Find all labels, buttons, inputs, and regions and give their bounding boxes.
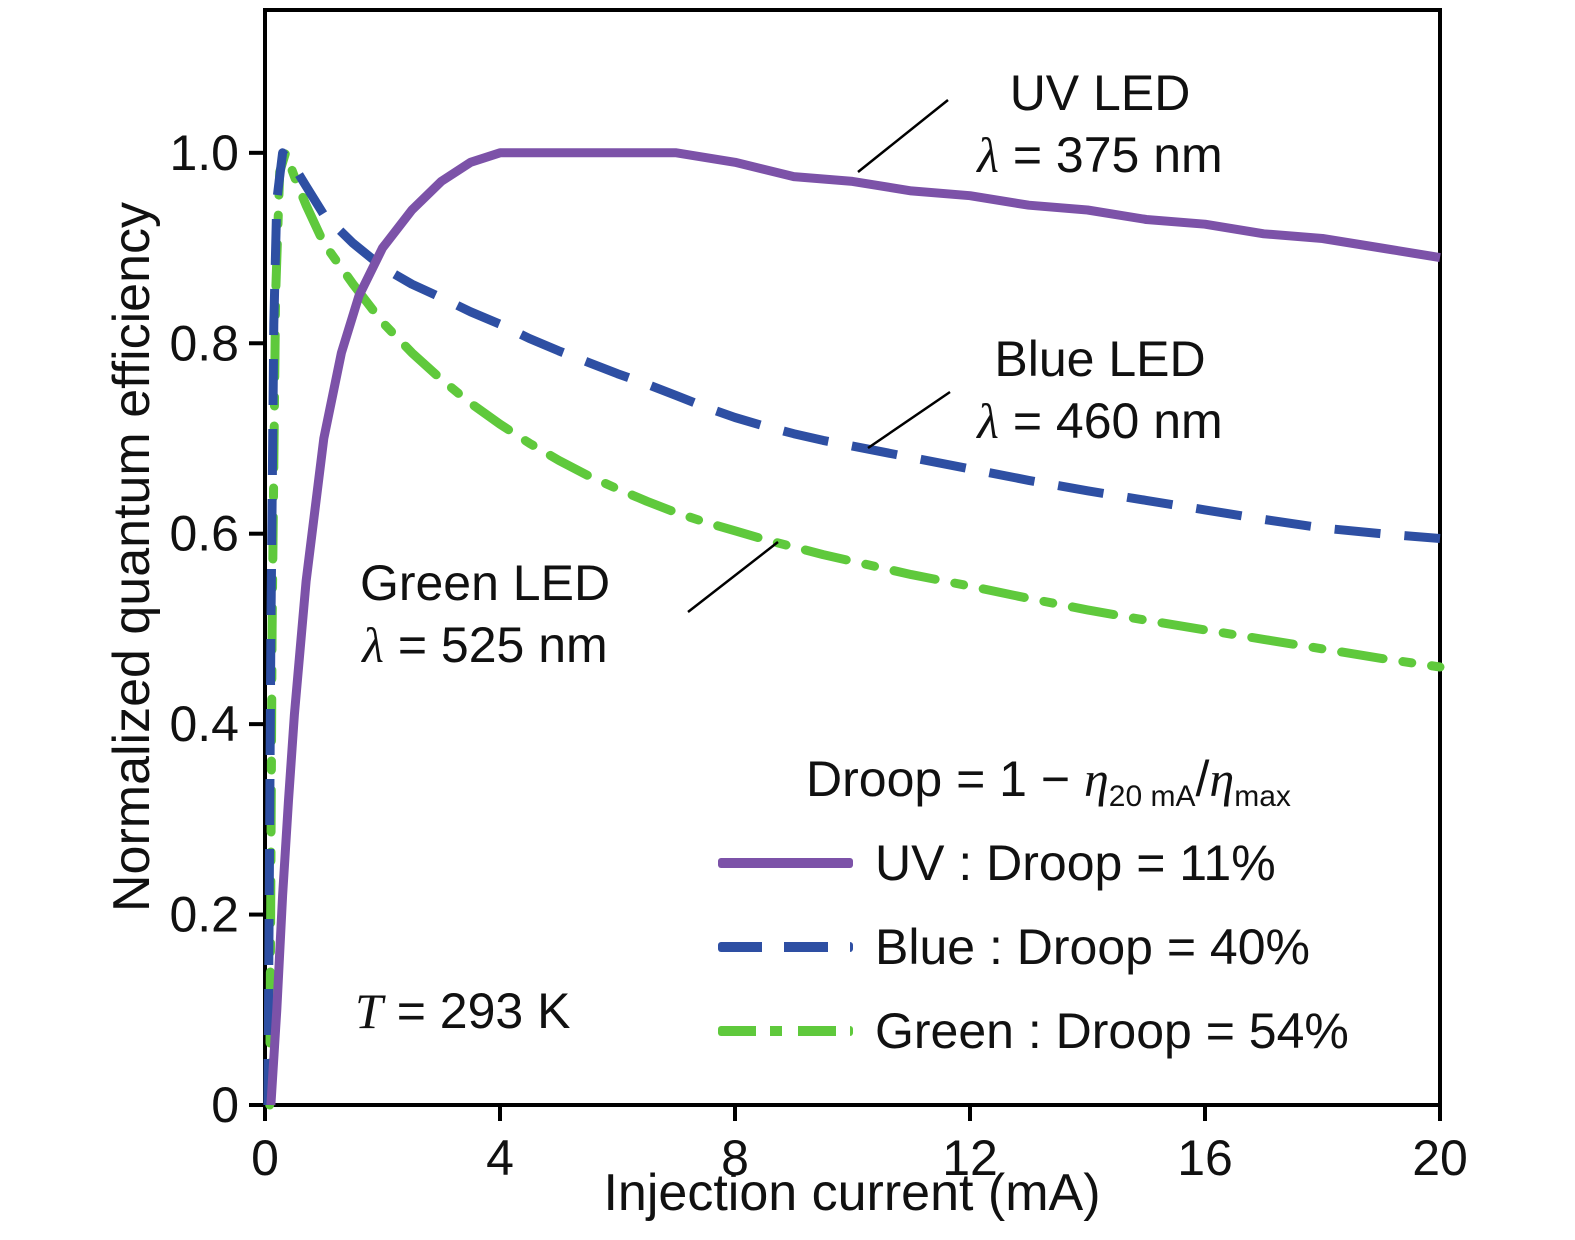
legend-row-green: Green : Droop = 54% bbox=[718, 1002, 1349, 1060]
series-line-green-led bbox=[265, 148, 1445, 1110]
x-tick-label: 12 bbox=[942, 1130, 998, 1186]
legend-label-blue: Blue : Droop = 40% bbox=[875, 919, 1310, 975]
formula-subscript-20ma: 20 mA bbox=[1108, 780, 1196, 813]
y-tick-label: 0.2 bbox=[169, 887, 239, 943]
eta-symbol: η bbox=[1209, 751, 1235, 807]
legend-label-uv: UV : Droop = 11% bbox=[875, 835, 1276, 891]
droop-formula: Droop = 1 − η20 mA/ηmax bbox=[806, 750, 1349, 813]
x-tick-label: 20 bbox=[1412, 1130, 1468, 1186]
temperature-note: T = 293 K bbox=[355, 982, 570, 1040]
x-axis-title: Injection current (mA) bbox=[603, 1164, 1101, 1222]
y-axis-title: Normalized quantum efficiency bbox=[103, 201, 161, 913]
legend-row-blue: Blue : Droop = 40% bbox=[718, 918, 1349, 976]
formula-subscript-max: max bbox=[1234, 780, 1291, 813]
annotation-uv-name: UV LED bbox=[1009, 65, 1191, 121]
annotation-blue-name: Blue LED bbox=[994, 331, 1206, 387]
lambda-symbol: λ bbox=[977, 127, 999, 183]
annotation-uv-led: UV LED λ = 375 nm bbox=[905, 62, 1295, 186]
series-line-uv-led bbox=[266, 148, 1441, 1106]
formula-prefix: Droop = 1 − bbox=[806, 751, 1084, 807]
formula-slash: / bbox=[1195, 751, 1210, 807]
y-tick-label: 1.0 bbox=[169, 125, 239, 181]
lambda-value: = 460 nm bbox=[998, 393, 1223, 449]
lambda-symbol: λ bbox=[977, 393, 999, 449]
plot-frame bbox=[263, 8, 1442, 1107]
x-tick-label: 8 bbox=[721, 1130, 749, 1186]
legend-line-sample-green bbox=[718, 1026, 853, 1036]
legend-label-green: Green : Droop = 54% bbox=[875, 1003, 1349, 1059]
y-tick-label: 0 bbox=[211, 1077, 239, 1133]
legend-row-uv: UV : Droop = 11% bbox=[718, 834, 1349, 892]
x-tick-label: 0 bbox=[251, 1130, 279, 1186]
y-tick-label: 0.8 bbox=[169, 315, 239, 371]
leader-green bbox=[687, 541, 779, 613]
annotation-green-wavelength: λ = 525 nm bbox=[290, 614, 680, 676]
annotation-blue-wavelength: λ = 460 nm bbox=[900, 390, 1300, 452]
lambda-value: = 375 nm bbox=[998, 127, 1223, 183]
x-tick-label: 4 bbox=[486, 1130, 514, 1186]
leader-uv bbox=[857, 99, 949, 173]
x-tick-label: 16 bbox=[1177, 1130, 1233, 1186]
series-line-blue-led bbox=[263, 148, 1441, 1106]
leader-blue bbox=[867, 390, 951, 450]
annotation-uv-wavelength: λ = 375 nm bbox=[905, 124, 1295, 186]
legend: Droop = 1 − η20 mA/ηmax UV : Droop = 11%… bbox=[718, 750, 1349, 1060]
eta-symbol: η bbox=[1083, 751, 1109, 807]
legend-line-sample-blue bbox=[718, 942, 853, 952]
legend-line-sample-uv bbox=[718, 858, 853, 868]
lambda-symbol: λ bbox=[362, 617, 384, 673]
lambda-value: = 525 nm bbox=[383, 617, 608, 673]
y-tick-label: 0.6 bbox=[169, 506, 239, 562]
annotation-blue-led: Blue LED λ = 460 nm bbox=[900, 328, 1300, 452]
t-value: = 293 K bbox=[382, 983, 571, 1039]
t-symbol: T bbox=[355, 983, 383, 1039]
annotation-green-name: Green LED bbox=[359, 555, 611, 611]
annotation-green-led: Green LED λ = 525 nm bbox=[290, 552, 680, 676]
y-tick-label: 0.4 bbox=[169, 696, 239, 752]
